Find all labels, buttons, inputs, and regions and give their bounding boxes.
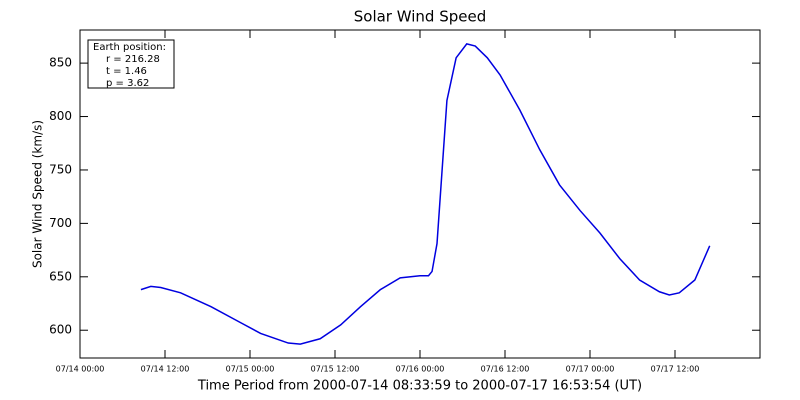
x-tick-label: 07/14 00:00 xyxy=(56,365,105,374)
x-axis-label: Time Period from 2000-07-14 08:33:59 to … xyxy=(197,379,642,394)
y-tick-label: 650 xyxy=(49,269,72,283)
x-tick-label: 07/15 00:00 xyxy=(226,365,275,374)
y-tick-label: 750 xyxy=(49,162,72,176)
y-axis-label: Solar Wind Speed (km/s) xyxy=(31,120,45,268)
y-tick-label: 700 xyxy=(49,216,72,230)
x-tick-label: 07/16 12:00 xyxy=(481,365,530,374)
x-tick-label: 07/16 00:00 xyxy=(396,365,445,374)
data-line xyxy=(140,43,711,345)
y-tick-label: 800 xyxy=(49,109,72,123)
annotation: r = 216.28 xyxy=(106,54,160,65)
chart-title: Solar Wind Speed xyxy=(354,8,486,26)
y-tick-label: 600 xyxy=(49,323,72,337)
annotation: p = 3.62 xyxy=(106,78,149,89)
info-box xyxy=(87,39,175,89)
y-tick-label: 850 xyxy=(49,56,72,70)
annotation: t = 1.46 xyxy=(106,66,147,77)
x-tick-label: 07/17 12:00 xyxy=(651,365,700,374)
annotation: Earth position: xyxy=(93,42,166,53)
x-tick-label: 07/17 00:00 xyxy=(566,365,615,374)
x-tick-label: 07/14 12:00 xyxy=(141,365,190,374)
x-tick-label: 07/15 12:00 xyxy=(311,365,360,374)
